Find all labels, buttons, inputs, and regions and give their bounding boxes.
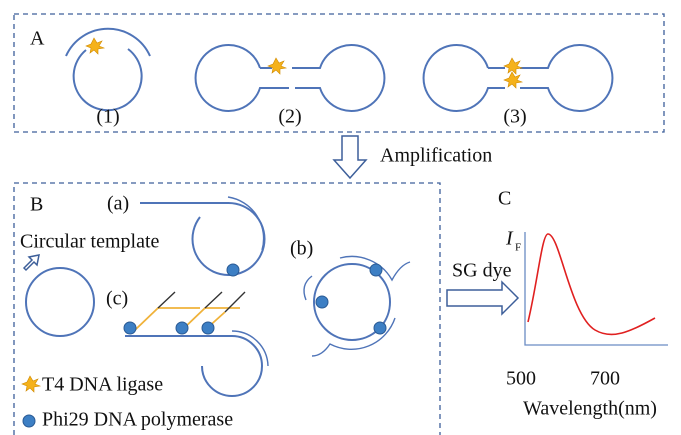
circle-1 [66,29,150,110]
template-circle [26,268,94,336]
sub-label: (b) [290,238,313,260]
sub-label: (c) [106,288,128,310]
ligase-icon [22,376,40,392]
small-arrow [24,255,39,270]
diagram: A (1) (2) (3) Amplification B (a) Circul… [0,0,681,435]
panel-label: A [30,28,45,50]
sub-label: (a) [107,193,129,215]
legend-label: T4 DNA ligase [42,374,163,396]
panel-label: C [498,188,511,210]
item-label: (1) [96,106,119,128]
item-label: (2) [278,106,301,128]
x-tick-label: 500 [506,368,536,390]
rca-b [304,256,410,356]
item-label: (3) [503,106,526,128]
panel-b-box [14,183,440,435]
y-label: I [505,228,514,250]
spectrum-curve [528,234,655,334]
dye-label: SG dye [452,260,512,282]
down-arrow [334,136,366,178]
right-arrow [447,282,518,314]
y-label-sub: F [515,242,521,254]
dumbbell-2 [196,45,385,111]
legend-label: Phi29 DNA polymerase [42,409,233,431]
polymerase-icon [23,415,35,427]
dumbbell-3 [424,45,613,111]
axes [525,232,668,345]
template-label: Circular template [20,231,160,253]
x-tick-label: 700 [590,368,620,390]
step-label: Amplification [380,145,492,167]
x-label: Wavelength(nm) [523,398,657,420]
panel-label: B [30,194,43,216]
